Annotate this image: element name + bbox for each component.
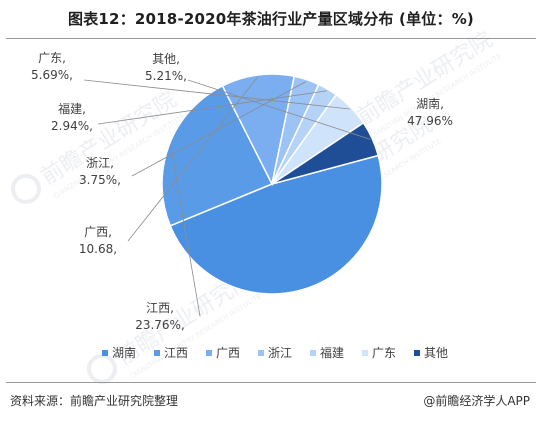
legend: 湖南 江西 广西 浙江 福建 广东 其他 bbox=[102, 345, 448, 360]
slice-label-value-1: 23.76%, bbox=[135, 318, 185, 332]
slice-label-value-0: 47.96% bbox=[407, 114, 453, 128]
slice-labels: 湖南, 47.96% 江西, 23.76%, 广西, 10.68, 浙江, 3.75%, 福建,… bbox=[31, 51, 453, 332]
legend-swatch-0 bbox=[102, 350, 108, 356]
legend-label-4: 福建 bbox=[320, 345, 344, 360]
legend-swatch-4 bbox=[310, 350, 316, 356]
watermark-logo-icon bbox=[10, 173, 41, 204]
pie-slice-0 bbox=[169, 154, 383, 295]
pie-slice-6 bbox=[271, 121, 380, 185]
legend-swatch-3 bbox=[258, 350, 264, 356]
leader-line-1 bbox=[170, 146, 201, 317]
slice-label-name-6: 其他, bbox=[152, 52, 180, 66]
leader-line-5 bbox=[83, 79, 350, 110]
legend-label-0: 湖南 bbox=[112, 345, 136, 360]
legend-label-6: 其他 bbox=[424, 346, 448, 360]
leader-line-3 bbox=[131, 81, 307, 177]
legend-swatch-5 bbox=[362, 350, 368, 356]
slice-label-name-2: 广西, bbox=[84, 225, 112, 239]
legend-item-0: 湖南 bbox=[102, 345, 136, 360]
pie-slice-2 bbox=[221, 73, 296, 187]
legend-label-5: 广东 bbox=[372, 346, 396, 360]
credit-text: @前瞻经济学人APP bbox=[423, 394, 530, 408]
slice-label-value-3: 3.75%, bbox=[79, 173, 121, 187]
legend-item-1: 江西 bbox=[154, 346, 188, 360]
title-divider bbox=[6, 38, 536, 39]
footer-divider bbox=[6, 382, 536, 383]
legend-swatch-2 bbox=[206, 350, 212, 356]
slice-label-name-4: 福建, bbox=[58, 101, 86, 116]
legend-item-5: 广东 bbox=[362, 346, 396, 360]
legend-label-1: 江西 bbox=[164, 346, 188, 360]
slice-label-name-5: 广东, bbox=[38, 51, 66, 65]
leader-lines bbox=[83, 76, 371, 317]
slice-label-name-0: 湖南, bbox=[416, 96, 444, 111]
slice-label-value-5: 5.69%, bbox=[31, 68, 73, 82]
slice-label-value-2: 10.68, bbox=[79, 242, 117, 256]
pie-slices bbox=[161, 73, 383, 295]
credit: @前瞻经济学人APP bbox=[423, 392, 530, 409]
slice-label-name-1: 江西, bbox=[146, 301, 174, 315]
legend-item-4: 福建 bbox=[310, 345, 344, 360]
legend-item-2: 广西 bbox=[206, 346, 240, 360]
legend-label-2: 广西 bbox=[216, 346, 240, 360]
watermark-logo-icon bbox=[86, 353, 117, 384]
legend-label-3: 浙江 bbox=[268, 346, 292, 360]
chart-title: 图表12：2018-2020年茶油行业产量区域分布 (单位：%) bbox=[68, 10, 474, 28]
slice-label-name-3: 浙江, bbox=[86, 156, 114, 170]
legend-swatch-6 bbox=[414, 350, 420, 356]
slice-label-value-6: 5.21%, bbox=[145, 69, 187, 83]
legend-swatch-1 bbox=[154, 350, 160, 356]
leader-line-6 bbox=[187, 79, 371, 140]
legend-item-3: 浙江 bbox=[258, 346, 292, 360]
slice-label-value-4: 2.94%, bbox=[51, 119, 93, 133]
source-note: 资料来源：前瞻产业研究院整理 bbox=[10, 394, 179, 408]
legend-item-6: 其他 bbox=[414, 346, 448, 360]
leader-line-4 bbox=[97, 90, 327, 125]
